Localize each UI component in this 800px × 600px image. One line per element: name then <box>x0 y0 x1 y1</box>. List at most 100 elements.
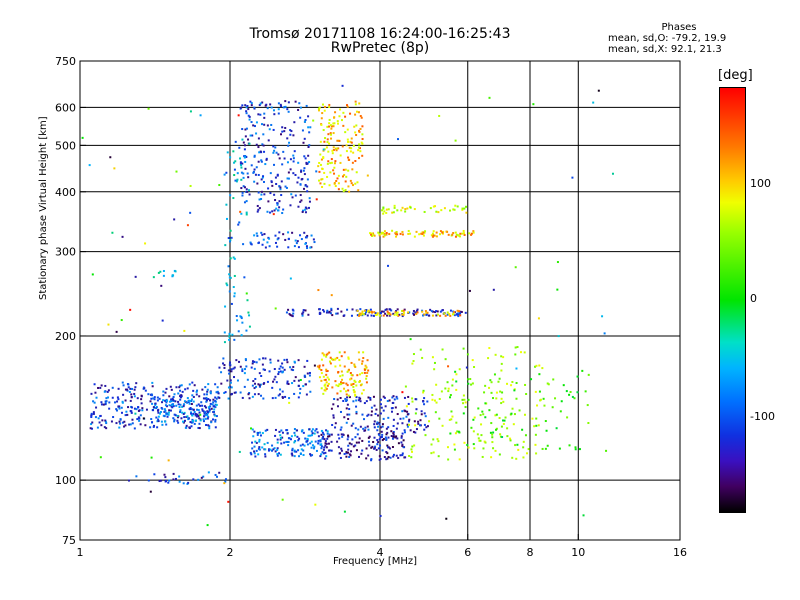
data-point <box>367 436 370 439</box>
data-point <box>343 510 346 513</box>
data-point <box>266 380 269 383</box>
data-point <box>238 146 241 149</box>
data-point <box>413 420 416 423</box>
data-point <box>441 309 444 312</box>
data-point <box>134 275 137 278</box>
data-point <box>154 402 157 405</box>
data-point <box>325 370 328 373</box>
data-point <box>326 352 329 355</box>
data-point <box>387 436 390 439</box>
data-point <box>330 158 333 161</box>
data-point <box>99 386 102 389</box>
data-point <box>233 295 236 298</box>
data-point <box>181 405 184 408</box>
data-point <box>436 438 439 441</box>
data-point <box>323 389 326 392</box>
data-point <box>385 438 388 441</box>
data-point <box>336 307 339 310</box>
data-point <box>257 191 260 194</box>
data-point <box>481 455 484 458</box>
data-point <box>180 394 183 397</box>
data-point <box>229 239 232 242</box>
data-point <box>432 230 435 233</box>
data-point <box>392 395 395 398</box>
data-point <box>193 422 196 425</box>
data-point <box>169 409 172 412</box>
data-point <box>329 171 332 174</box>
data-point <box>256 182 259 185</box>
data-point <box>392 401 395 404</box>
data-point <box>345 451 348 454</box>
data-point <box>251 395 254 398</box>
data-point <box>315 449 318 452</box>
data-point <box>359 400 362 403</box>
data-point <box>323 140 326 143</box>
data-point <box>331 152 334 155</box>
data-point <box>211 403 214 406</box>
y-tick-label: 400 <box>55 186 76 199</box>
data-point <box>461 208 464 211</box>
data-point <box>455 373 458 376</box>
data-point <box>433 234 436 237</box>
data-point <box>157 411 160 414</box>
data-point <box>430 234 433 237</box>
data-point <box>323 310 326 313</box>
data-points <box>81 84 614 527</box>
data-point <box>209 405 212 408</box>
data-point <box>278 185 281 188</box>
data-point <box>206 417 209 420</box>
data-point <box>247 311 250 314</box>
data-point <box>172 405 175 408</box>
data-point <box>346 105 349 108</box>
data-point <box>280 105 283 108</box>
data-point <box>387 456 390 459</box>
data-point <box>354 160 357 163</box>
data-point <box>277 371 280 374</box>
data-point <box>490 422 493 425</box>
data-point <box>104 384 107 387</box>
data-point <box>317 439 320 442</box>
data-point <box>282 106 285 109</box>
data-point <box>395 235 398 238</box>
data-point <box>312 238 315 241</box>
data-point <box>229 379 232 382</box>
data-point <box>232 197 235 200</box>
data-point <box>322 309 325 312</box>
data-point <box>200 476 203 479</box>
data-point <box>286 361 289 364</box>
data-point <box>467 382 470 385</box>
data-point <box>375 408 378 411</box>
data-point <box>131 387 134 390</box>
data-point <box>343 416 346 419</box>
data-point <box>335 179 338 182</box>
data-point <box>172 399 175 402</box>
data-point <box>277 394 280 397</box>
data-point <box>206 388 209 391</box>
data-point <box>207 383 210 386</box>
data-point <box>111 386 114 389</box>
data-point <box>101 419 104 422</box>
data-point <box>334 111 337 114</box>
data-point <box>373 436 376 439</box>
data-point <box>501 391 504 394</box>
data-point <box>329 362 332 365</box>
data-point <box>147 393 150 396</box>
data-point <box>352 144 355 147</box>
data-point <box>306 178 309 181</box>
data-point <box>290 193 293 196</box>
data-point <box>271 184 274 187</box>
data-point <box>246 172 249 175</box>
data-point <box>290 438 293 441</box>
data-point <box>293 360 296 363</box>
data-point <box>228 290 231 293</box>
data-point <box>243 156 246 159</box>
data-point <box>301 210 304 213</box>
data-point <box>271 386 274 389</box>
data-point <box>274 176 277 179</box>
data-point <box>322 364 325 367</box>
data-point <box>430 310 433 313</box>
data-point <box>423 210 426 213</box>
data-point <box>190 425 193 428</box>
data-point <box>385 231 388 234</box>
data-point <box>284 126 287 129</box>
